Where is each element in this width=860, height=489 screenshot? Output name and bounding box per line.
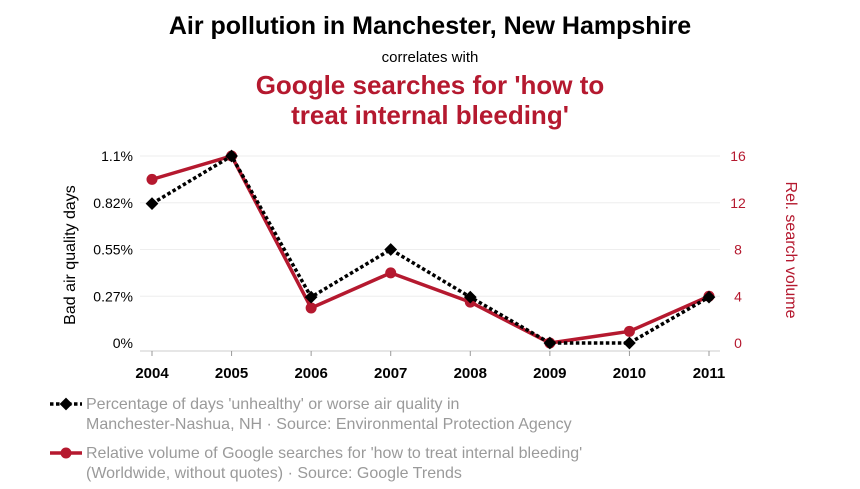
air-quality-point xyxy=(145,197,159,210)
search-volume-point xyxy=(385,267,397,279)
legend-black-text-line-2: Manchester-Nashua, NH · Source: Environm… xyxy=(86,416,572,433)
legend-red-text-line-1: Relative volume of Google searches for '… xyxy=(86,445,582,462)
right-y-tick-label: 4 xyxy=(734,288,742,304)
grid-lines xyxy=(140,155,720,297)
legend-black-text-line-1: Percentage of days 'unhealthy' or worse … xyxy=(86,396,459,413)
legend-red-text-line-2: (Worldwide, without quotes) · Source: Go… xyxy=(86,465,462,482)
right-y-tick-label: 8 xyxy=(734,242,742,258)
series-layer xyxy=(145,149,716,350)
right-y-tick-labels: 0 4 8 12 16 xyxy=(730,148,746,351)
air-quality-point xyxy=(623,336,636,350)
air-quality-point xyxy=(225,149,238,163)
search-volume-point xyxy=(146,173,158,185)
air-quality-point xyxy=(384,243,398,256)
left-y-tick-label: 1.1% xyxy=(101,148,133,164)
left-y-tick-label: 0.27% xyxy=(93,288,133,304)
chart-headline-line-2: treat internal bleeding' xyxy=(291,100,569,130)
x-tick-label: 2007 xyxy=(374,365,407,382)
right-y-tick-label: 0 xyxy=(734,335,742,351)
search-volume-point xyxy=(305,302,317,314)
left-y-tick-label: 0.55% xyxy=(93,242,133,258)
x-tick-label: 2009 xyxy=(533,365,566,382)
chart-title: Air pollution in Manchester, New Hampshi… xyxy=(169,12,691,40)
x-tick-label: 2006 xyxy=(294,365,327,382)
left-y-tick-label: 0% xyxy=(113,335,133,351)
chart-subtitle: correlates with xyxy=(382,49,479,66)
right-y-tick-label: 12 xyxy=(730,195,746,211)
right-y-tick-label: 16 xyxy=(730,148,746,164)
x-tick-labels: 2004 2005 2006 2007 2008 2009 2010 2011 xyxy=(135,351,725,382)
left-y-axis-label: Bad air quality days xyxy=(62,185,79,325)
legend: Percentage of days 'unhealthy' or worse … xyxy=(50,396,582,482)
right-y-axis-label: Rel. search volume xyxy=(782,182,799,319)
x-tick-label: 2004 xyxy=(135,365,169,382)
air-quality-point xyxy=(463,290,477,304)
legend-circle-marker xyxy=(60,447,72,459)
search-volume-point xyxy=(623,325,635,337)
air-quality-point xyxy=(304,290,318,304)
x-tick-label: 2005 xyxy=(215,365,248,382)
x-tick-label: 2010 xyxy=(613,365,646,382)
x-tick-label: 2008 xyxy=(454,365,487,382)
chart-headline-line-1: Google searches for 'how to xyxy=(256,70,605,100)
x-tick-label: 2011 xyxy=(693,365,726,382)
left-y-tick-label: 0.82% xyxy=(93,195,133,211)
legend-diamond-marker xyxy=(59,397,73,411)
left-y-tick-labels: 0% 0.27% 0.55% 0.82% 1.1% xyxy=(93,148,133,351)
air-quality-point xyxy=(543,336,557,350)
